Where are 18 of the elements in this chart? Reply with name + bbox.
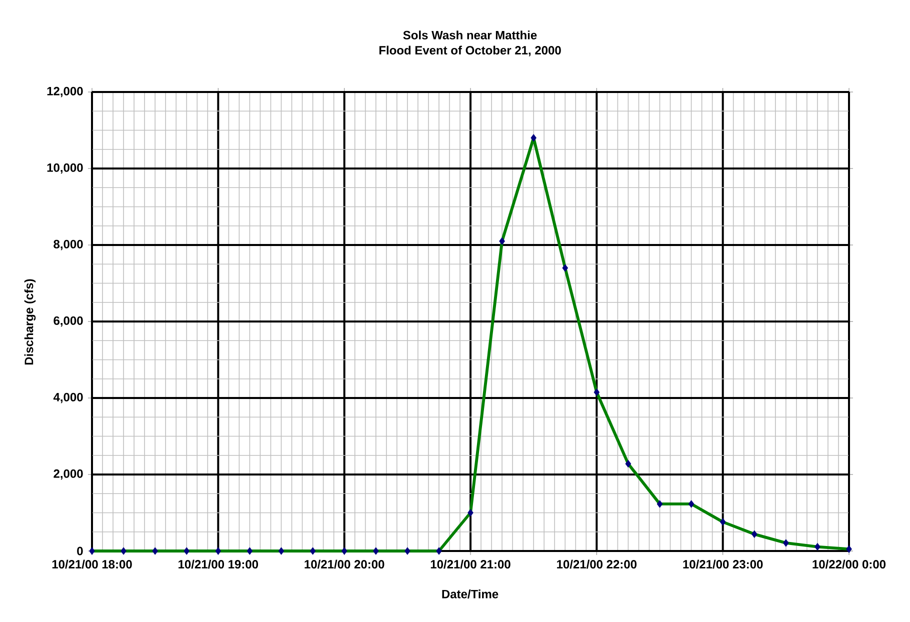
x-tick-label: 10/21/00 22:00 — [557, 560, 637, 569]
y-tick-label: 0 — [77, 546, 83, 556]
x-tick-label: 10/21/00 18:00 — [52, 560, 132, 569]
x-tick-label: 10/21/00 21:00 — [430, 560, 510, 569]
y-tick-label: 12,000 — [47, 86, 83, 98]
chart-subtitle: Flood Event of October 21, 2000 — [379, 46, 561, 56]
y-tick-label: 8,000 — [54, 240, 83, 250]
y-tick-label: 2,000 — [54, 469, 83, 480]
x-tick-label: 10/22/00 0:00 — [812, 560, 886, 569]
y-axis-title: Discharge (cfs) — [24, 279, 36, 365]
y-tick-label: 10,000 — [47, 163, 83, 174]
chart-title: Sols Wash near Matthie — [403, 30, 537, 40]
y-tick-label: 6,000 — [54, 316, 83, 327]
x-axis-title: Date/Time — [442, 590, 498, 598]
y-tick-label: 4,000 — [53, 392, 83, 404]
x-tick-label: 10/21/00 20:00 — [304, 560, 384, 569]
x-tick-label: 10/21/00 19:00 — [178, 560, 258, 569]
x-tick-label: 10/21/00 23:00 — [683, 560, 763, 569]
